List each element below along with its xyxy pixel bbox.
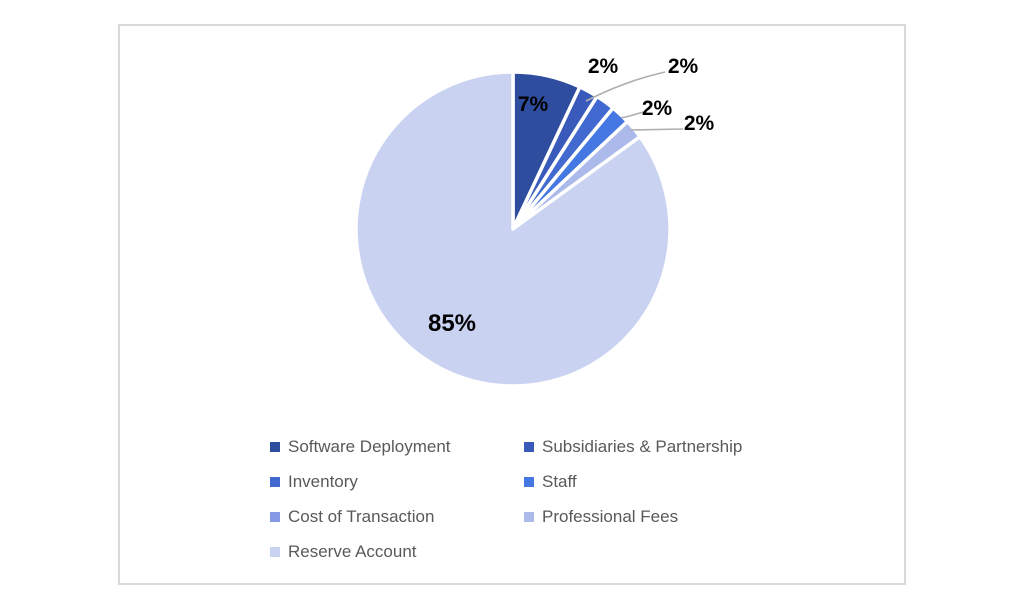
legend-item-subsidiaries-partnership: Subsidiaries & Partnership (524, 436, 824, 457)
data-label-inventory: 2% (667, 55, 699, 78)
legend-label: Reserve Account (288, 541, 417, 561)
leader-line (585, 71, 666, 102)
legend-label: Inventory (288, 471, 358, 491)
legend-label: Software Deployment (288, 436, 451, 456)
legend-label: Subsidiaries & Partnership (542, 436, 743, 456)
legend-marker (270, 441, 280, 452)
chart-legend: Software Deployment Subsidiaries & Partn… (270, 436, 824, 562)
leader-lines-group (585, 71, 684, 131)
legend-item-inventory: Inventory (270, 471, 524, 492)
legend-item-reserve-account: Reserve Account (270, 541, 524, 562)
chart-box: 7% 2% 2% 2% 2% 85% Software Deployment S… (118, 24, 906, 585)
legend-marker (270, 476, 280, 487)
legend-marker (270, 546, 280, 557)
data-label-software-deployment: 7% (517, 93, 549, 116)
legend-label: Professional Fees (542, 506, 679, 526)
data-label-staff: 2% (641, 97, 673, 120)
data-label-reserve-account: 85% (427, 310, 477, 337)
data-label-subsidiaries-partnership: 2% (587, 55, 619, 78)
legend-label: Cost of Transaction (288, 506, 435, 526)
pie-chart (354, 70, 684, 388)
leader-line (620, 111, 644, 119)
legend-label: Staff (542, 471, 577, 491)
legend-marker (524, 476, 534, 487)
pie-slices-group (354, 70, 672, 388)
legend-item-software-deployment: Software Deployment (270, 436, 524, 457)
data-label-professional-fees: 2% (683, 112, 715, 135)
legend-item-cost-of-transaction: Cost of Transaction (270, 506, 524, 527)
legend-item-professional-fees: Professional Fees (524, 506, 824, 527)
legend-marker (270, 511, 280, 522)
leader-line (629, 128, 684, 131)
legend-marker (524, 441, 534, 452)
legend-item-staff: Staff (524, 471, 824, 492)
pie-slice-reserve-account (354, 70, 672, 388)
legend-marker (524, 511, 534, 522)
